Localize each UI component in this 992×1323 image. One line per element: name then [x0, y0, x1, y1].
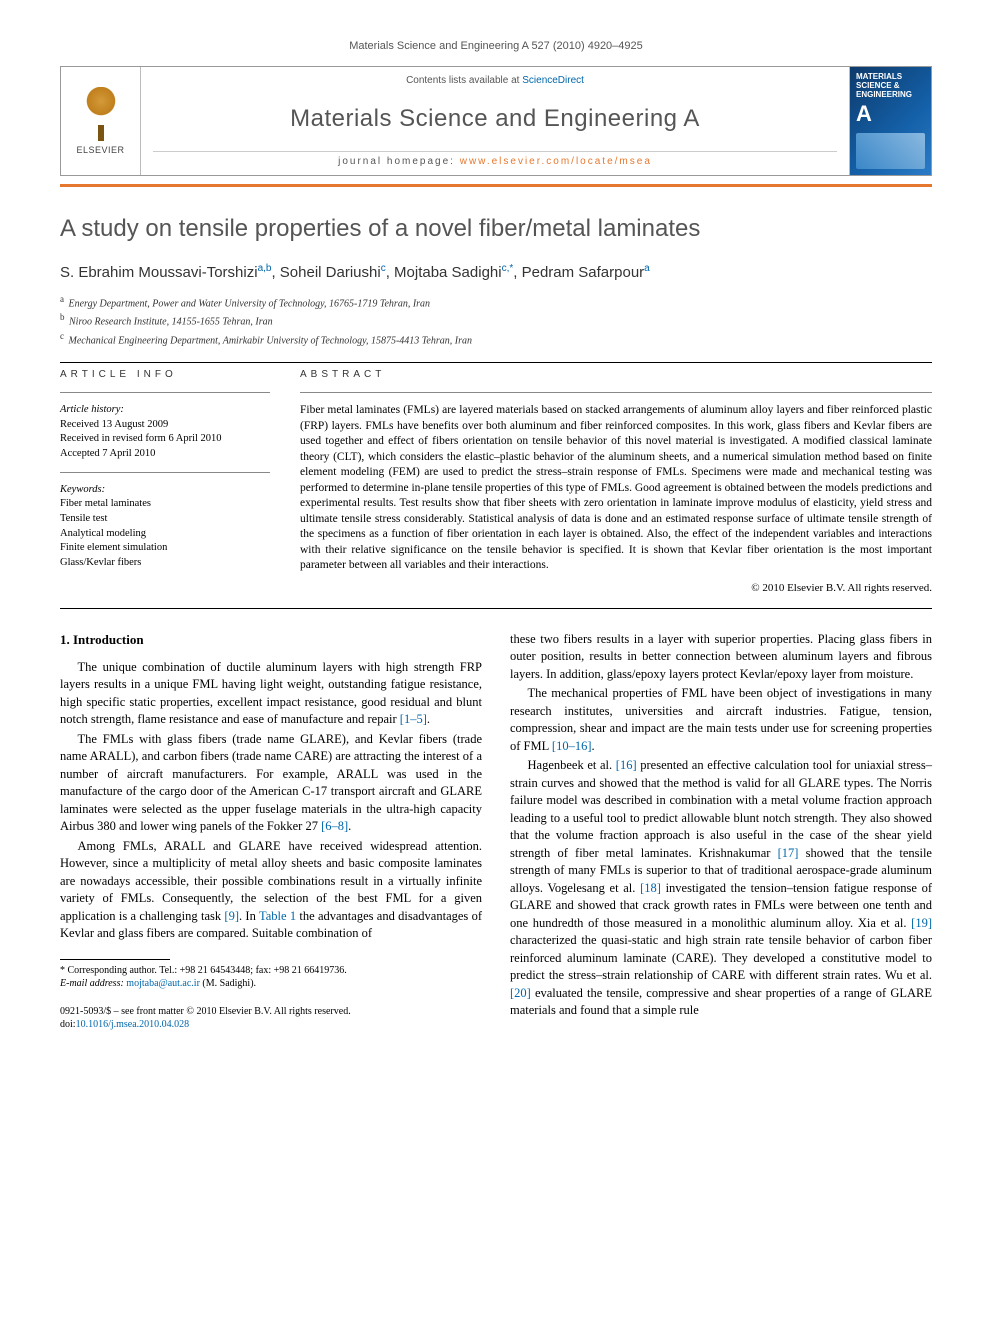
citation-link[interactable]: [18]: [640, 881, 661, 895]
journal-name: Materials Science and Engineering A: [153, 105, 837, 133]
homepage-prefix: journal homepage:: [338, 156, 460, 167]
doi-line: doi:10.1016/j.msea.2010.04.028: [60, 1018, 482, 1031]
body-paragraph: The mechanical properties of FML have be…: [510, 685, 932, 755]
contents-prefix: Contents lists available at: [406, 75, 522, 86]
elsevier-tree-icon: [78, 87, 124, 141]
article-history-block: Article history: Received 13 August 2009…: [60, 403, 270, 462]
running-head: Materials Science and Engineering A 527 …: [60, 40, 932, 52]
affiliation-line: a Energy Department, Power and Water Uni…: [60, 293, 932, 311]
affiliations-block: a Energy Department, Power and Water Uni…: [60, 293, 932, 348]
doi-link[interactable]: 10.1016/j.msea.2010.04.028: [76, 1019, 190, 1030]
issn-copyright-line: 0921-5093/$ – see front matter © 2010 El…: [60, 1005, 482, 1018]
history-label: Article history:: [60, 403, 270, 418]
citation-link[interactable]: [9]: [224, 909, 239, 923]
abstract-column: ABSTRACT Fiber metal laminates (FMLs) ar…: [300, 369, 932, 594]
body-paragraph: Hagenbeek et al. [16] presented an effec…: [510, 757, 932, 1020]
journal-homepage-line: journal homepage: www.elsevier.com/locat…: [153, 151, 837, 167]
history-line: Accepted 7 April 2010: [60, 447, 270, 462]
keyword: Fiber metal laminates: [60, 497, 270, 512]
abstract-label: ABSTRACT: [300, 369, 932, 380]
keyword: Glass/Kevlar fibers: [60, 556, 270, 571]
info-sep-1: [60, 392, 270, 393]
journal-banner: ELSEVIER Contents lists available at Sci…: [60, 66, 932, 176]
publisher-logo-block: ELSEVIER: [61, 67, 141, 175]
abstract-copyright: © 2010 Elsevier B.V. All rights reserved…: [300, 582, 932, 594]
footnote-block: * Corresponding author. Tel.: +98 21 645…: [60, 964, 482, 991]
body-two-column: 1. Introduction The unique combination o…: [60, 631, 932, 1031]
article-info-label: ARTICLE INFO: [60, 369, 270, 380]
keyword: Tensile test: [60, 512, 270, 527]
abstract-text: Fiber metal laminates (FMLs) are layered…: [300, 403, 932, 574]
cover-title: MATERIALS SCIENCE & ENGINEERING: [856, 73, 925, 99]
footer-meta: 0921-5093/$ – see front matter © 2010 El…: [60, 1005, 482, 1031]
email-label: E-mail address:: [60, 978, 124, 989]
rule-above-info: [60, 362, 932, 363]
body-paragraph: The FMLs with glass fibers (trade name G…: [60, 731, 482, 836]
cover-image-placeholder: [856, 133, 925, 169]
article-title: A study on tensile properties of a novel…: [60, 215, 932, 243]
footnote-rule: [60, 959, 170, 960]
info-abstract-row: ARTICLE INFO Article history: Received 1…: [60, 369, 932, 594]
history-line: Received in revised form 6 April 2010: [60, 432, 270, 447]
keyword: Finite element simulation: [60, 541, 270, 556]
section-heading-introduction: 1. Introduction: [60, 631, 482, 649]
cover-letter: A: [856, 101, 925, 127]
citation-link[interactable]: [16]: [616, 758, 637, 772]
body-paragraph: these two fibers results in a layer with…: [510, 631, 932, 684]
authors-line: S. Ebrahim Moussavi-Torshizia,b, Soheil …: [60, 263, 932, 281]
citation-link[interactable]: [19]: [911, 916, 932, 930]
banner-center: Contents lists available at ScienceDirec…: [141, 67, 849, 175]
history-line: Received 13 August 2009: [60, 418, 270, 433]
citation-link[interactable]: [17]: [778, 846, 799, 860]
table-link[interactable]: Table 1: [259, 909, 296, 923]
email-footnote: E-mail address: mojtaba@aut.ac.ir (M. Sa…: [60, 977, 482, 991]
corresponding-email-link[interactable]: mojtaba@aut.ac.ir: [126, 978, 200, 989]
corresponding-author-footnote: * Corresponding author. Tel.: +98 21 645…: [60, 964, 482, 978]
citation-link[interactable]: [1–5]: [400, 712, 427, 726]
affiliation-line: c Mechanical Engineering Department, Ami…: [60, 330, 932, 348]
body-paragraph: The unique combination of ductile alumin…: [60, 659, 482, 729]
orange-divider: [60, 184, 932, 187]
rule-below-abstract: [60, 608, 932, 609]
doi-label: doi:: [60, 1019, 76, 1030]
journal-cover-thumbnail: MATERIALS SCIENCE & ENGINEERING A: [849, 67, 931, 175]
journal-homepage-link[interactable]: www.elsevier.com/locate/msea: [460, 156, 652, 167]
keywords-block: Keywords: Fiber metal laminates Tensile …: [60, 483, 270, 571]
affiliation-line: b Niroo Research Institute, 14155-1655 T…: [60, 311, 932, 329]
body-paragraph: Among FMLs, ARALL and GLARE have receive…: [60, 838, 482, 943]
sciencedirect-link[interactable]: ScienceDirect: [522, 75, 584, 86]
publisher-name: ELSEVIER: [76, 145, 124, 155]
email-author-paren: (M. Sadighi).: [202, 978, 256, 989]
citation-link[interactable]: [10–16]: [552, 739, 592, 753]
page-root: Materials Science and Engineering A 527 …: [0, 0, 992, 1061]
citation-link[interactable]: [6–8]: [321, 819, 348, 833]
abs-sep: [300, 392, 932, 393]
info-sep-2: [60, 472, 270, 473]
article-info-column: ARTICLE INFO Article history: Received 1…: [60, 369, 270, 594]
citation-link[interactable]: [20]: [510, 986, 531, 1000]
keyword: Analytical modeling: [60, 527, 270, 542]
keywords-label: Keywords:: [60, 483, 270, 498]
contents-available-line: Contents lists available at ScienceDirec…: [153, 75, 837, 86]
